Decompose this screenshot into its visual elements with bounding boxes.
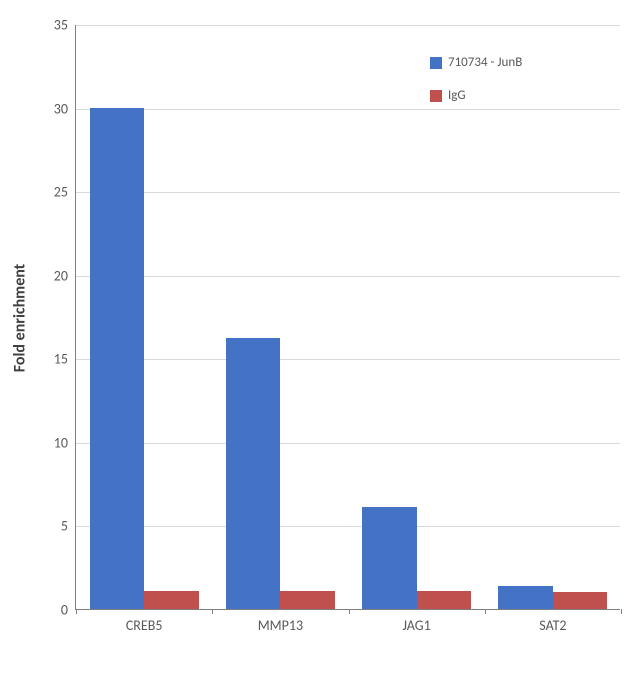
bar: [280, 591, 335, 609]
bar: [362, 507, 417, 609]
legend-swatch: [430, 90, 442, 102]
gridline: [76, 276, 620, 277]
bar: [226, 338, 281, 609]
bar: [144, 591, 199, 609]
legend: 710734 - JunB IgG: [430, 55, 522, 121]
y-tick-label: 30: [54, 100, 68, 117]
gridline: [76, 109, 620, 110]
legend-label: IgG: [448, 88, 466, 103]
bar: [498, 586, 553, 609]
y-tick-label: 35: [54, 17, 68, 34]
x-tick-label: CREB5: [126, 617, 163, 634]
bar: [417, 591, 472, 609]
gridline: [76, 443, 620, 444]
y-tick-label: 0: [61, 602, 68, 619]
y-tick-label: 20: [54, 267, 68, 284]
y-tick-label: 10: [54, 434, 68, 451]
y-tick-label: 15: [54, 351, 68, 368]
bar: [90, 108, 145, 609]
gridline: [76, 359, 620, 360]
gridline: [76, 192, 620, 193]
x-tick-mark: [485, 609, 486, 614]
legend-swatch: [430, 57, 442, 69]
gridline: [76, 526, 620, 527]
legend-label: 710734 - JunB: [448, 55, 522, 70]
chart-container: 05101520253035CREB5MMP13JAG1SAT2 Fold en…: [0, 0, 641, 675]
x-tick-mark: [212, 609, 213, 614]
plot-area: 05101520253035CREB5MMP13JAG1SAT2: [75, 25, 620, 610]
x-tick-label: MMP13: [258, 617, 303, 634]
y-tick-label: 5: [61, 518, 68, 535]
y-tick-label: 25: [54, 184, 68, 201]
y-axis-label: Fold enrichment: [11, 263, 30, 371]
bar: [553, 592, 608, 609]
x-tick-label: JAG1: [403, 617, 431, 634]
legend-item: 710734 - JunB: [430, 55, 522, 70]
legend-item: IgG: [430, 88, 522, 103]
gridline: [76, 25, 620, 26]
x-tick-label: SAT2: [539, 617, 566, 634]
x-tick-mark: [349, 609, 350, 614]
x-tick-mark: [76, 609, 77, 614]
x-tick-mark: [621, 609, 622, 614]
